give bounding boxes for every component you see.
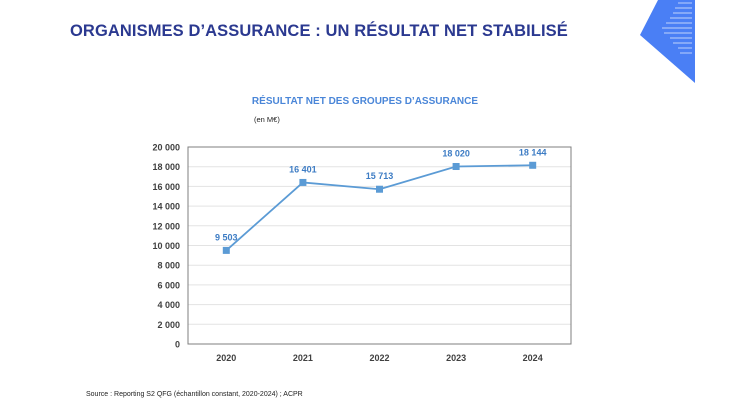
data-label: 15 713	[366, 171, 394, 181]
data-point	[299, 178, 307, 186]
y-tick-label: 18 000	[152, 162, 180, 172]
source-note: Source : Reporting S2 QFG (échantillon c…	[86, 391, 303, 398]
y-tick-label: 2 000	[157, 320, 180, 330]
data-label: 18 020	[442, 149, 470, 159]
y-tick-label: 0	[175, 340, 180, 350]
x-tick-label: 2022	[369, 353, 389, 363]
y-tick-label: 12 000	[152, 221, 180, 231]
x-tick-label: 2024	[523, 353, 543, 363]
data-label: 9 503	[215, 232, 238, 242]
y-tick-label: 20 000	[152, 143, 180, 153]
chart-unit: (en M€)	[254, 115, 280, 124]
y-tick-label: 6 000	[157, 280, 180, 290]
y-tick-label: 8 000	[157, 261, 180, 271]
data-point	[452, 163, 460, 171]
x-tick-label: 2023	[446, 353, 466, 363]
x-tick-label: 2021	[293, 353, 313, 363]
y-tick-label: 14 000	[152, 202, 180, 212]
data-point	[376, 185, 383, 193]
y-tick-label: 4 000	[157, 300, 180, 310]
data-point	[529, 161, 537, 169]
slide-title: ORGANISMES D’ASSURANCE : UN RÉSULTAT NET…	[70, 22, 568, 40]
plot-area-border	[187, 146, 572, 345]
data-label: 16 401	[289, 164, 317, 174]
x-tick-label: 2020	[216, 353, 236, 363]
data-label: 18 144	[519, 147, 547, 157]
blue-diamond-logo	[640, 0, 695, 83]
y-tick-label: 10 000	[152, 241, 180, 251]
chart-title: RÉSULTAT NET DES GROUPES D’ASSURANCE	[251, 96, 479, 107]
y-tick-label: 16 000	[152, 182, 180, 192]
data-point	[222, 246, 230, 254]
